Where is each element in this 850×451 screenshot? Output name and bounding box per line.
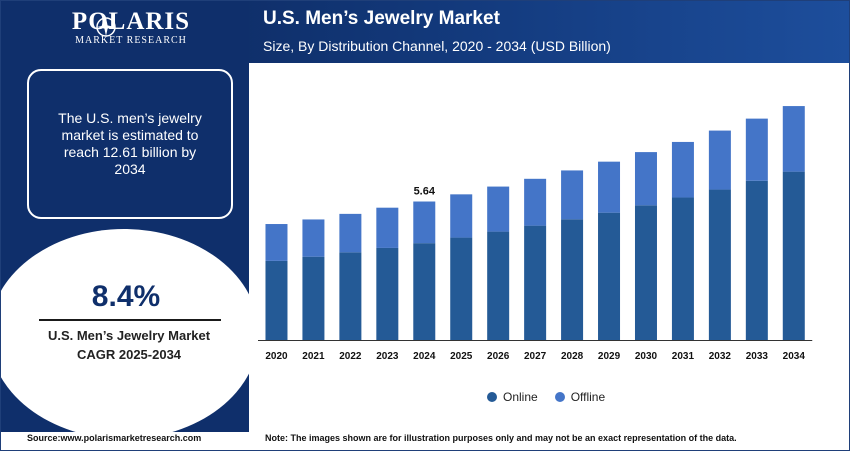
chart-title: U.S. Men’s Jewelry Market xyxy=(263,8,500,29)
x-tick-label-2034: 2034 xyxy=(783,351,806,362)
bar-offline-2021 xyxy=(302,219,325,257)
legend-item-online: Online xyxy=(487,390,538,404)
legend-item-offline: Offline xyxy=(554,390,606,404)
bar-online-2030 xyxy=(634,205,657,340)
source-text: Source:www.polarismarketresearch.com xyxy=(27,433,202,443)
x-tick-label-2022: 2022 xyxy=(339,351,362,362)
bar-online-2032 xyxy=(708,189,731,340)
bar-offline-2022 xyxy=(339,213,362,253)
legend-swatch-online xyxy=(487,392,497,402)
bar-offline-2023 xyxy=(376,207,399,248)
bar-online-2023 xyxy=(376,247,399,340)
bar-offline-2024 xyxy=(413,201,436,244)
bar-online-2028 xyxy=(561,219,584,340)
x-tick-label-2025: 2025 xyxy=(450,351,473,362)
bar-online-2031 xyxy=(671,197,694,340)
x-tick-label-2026: 2026 xyxy=(487,351,510,362)
bar-online-2025 xyxy=(450,237,473,340)
bar-offline-2027 xyxy=(524,178,547,226)
bar-offline-2029 xyxy=(598,161,621,213)
x-tick-label-2024: 2024 xyxy=(413,351,436,362)
compass-star-icon xyxy=(96,17,116,37)
bar-online-2022 xyxy=(339,252,362,340)
cagr-divider xyxy=(39,319,221,321)
chart-legend: Online Offline xyxy=(487,390,622,404)
bar-online-2029 xyxy=(598,212,621,340)
bar-offline-2026 xyxy=(487,186,510,232)
x-tick-label-2033: 2033 xyxy=(746,351,769,362)
stacked-bar-chart: 2020 2021 2022 2023 2024 5.64 2025 2026 2027 2028… xyxy=(258,106,813,362)
logo-tagline: MARKET RESEARCH xyxy=(75,35,187,46)
logo-wordmark: POLARIS xyxy=(71,8,191,35)
bar-offline-2028 xyxy=(561,170,584,220)
x-tick-label-2030: 2030 xyxy=(635,351,658,362)
footer-band xyxy=(1,432,849,450)
bar-online-2026 xyxy=(487,231,510,340)
x-tick-label-2029: 2029 xyxy=(598,351,621,362)
x-tick-label-2021: 2021 xyxy=(302,351,325,362)
x-tick-label-2028: 2028 xyxy=(561,351,584,362)
bar-offline-2020 xyxy=(265,224,288,261)
polaris-logo: POLARIS MARKET RESEARCH xyxy=(71,9,191,47)
legend-label-online: Online xyxy=(503,390,538,404)
x-tick-label-2027: 2027 xyxy=(524,351,547,362)
x-tick-label-2032: 2032 xyxy=(709,351,732,362)
bar-offline-2033 xyxy=(745,118,768,181)
bar-offline-2032 xyxy=(708,130,731,190)
chart-subtitle: Size, By Distribution Channel, 2020 - 20… xyxy=(263,38,611,54)
bar-offline-2034 xyxy=(782,106,805,172)
bar-offline-2025 xyxy=(450,194,473,238)
bar-online-2024 xyxy=(413,243,436,340)
legend-label-offline: Offline xyxy=(570,390,606,404)
cagr-label: U.S. Men’s Jewelry Market CAGR 2025-2034 xyxy=(1,326,257,364)
bar-offline-2031 xyxy=(671,141,694,198)
info-text: The U.S. men’s jewelry market is estimat… xyxy=(58,110,202,177)
legend-swatch-offline xyxy=(554,392,565,402)
info-box: The U.S. men’s jewelry market is estimat… xyxy=(27,69,233,219)
x-tick-label-2023: 2023 xyxy=(376,351,399,362)
data-label-2024: 5.64 xyxy=(414,186,436,198)
cagr-value: 8.4% xyxy=(91,280,161,313)
bar-offline-2030 xyxy=(634,152,657,206)
bar-online-2034 xyxy=(782,171,805,340)
plot-area: 2020 2021 2022 2023 2024 5.64 2025 2026 2027 2028… xyxy=(249,63,849,432)
x-tick-label-2031: 2031 xyxy=(672,351,695,362)
disclaimer-note: Note: The images shown are for illustrat… xyxy=(265,433,737,443)
bar-online-2027 xyxy=(524,225,547,340)
bar-online-2021 xyxy=(302,256,325,340)
bar-online-2033 xyxy=(745,180,768,340)
cagr-label-line1: U.S. Men’s Jewelry Market xyxy=(47,328,211,343)
cagr-label-line2: CAGR 2025-2034 xyxy=(76,347,182,362)
x-tick-label-2020: 2020 xyxy=(265,351,288,362)
cagr-circle xyxy=(1,229,259,439)
bar-online-2020 xyxy=(265,260,288,340)
